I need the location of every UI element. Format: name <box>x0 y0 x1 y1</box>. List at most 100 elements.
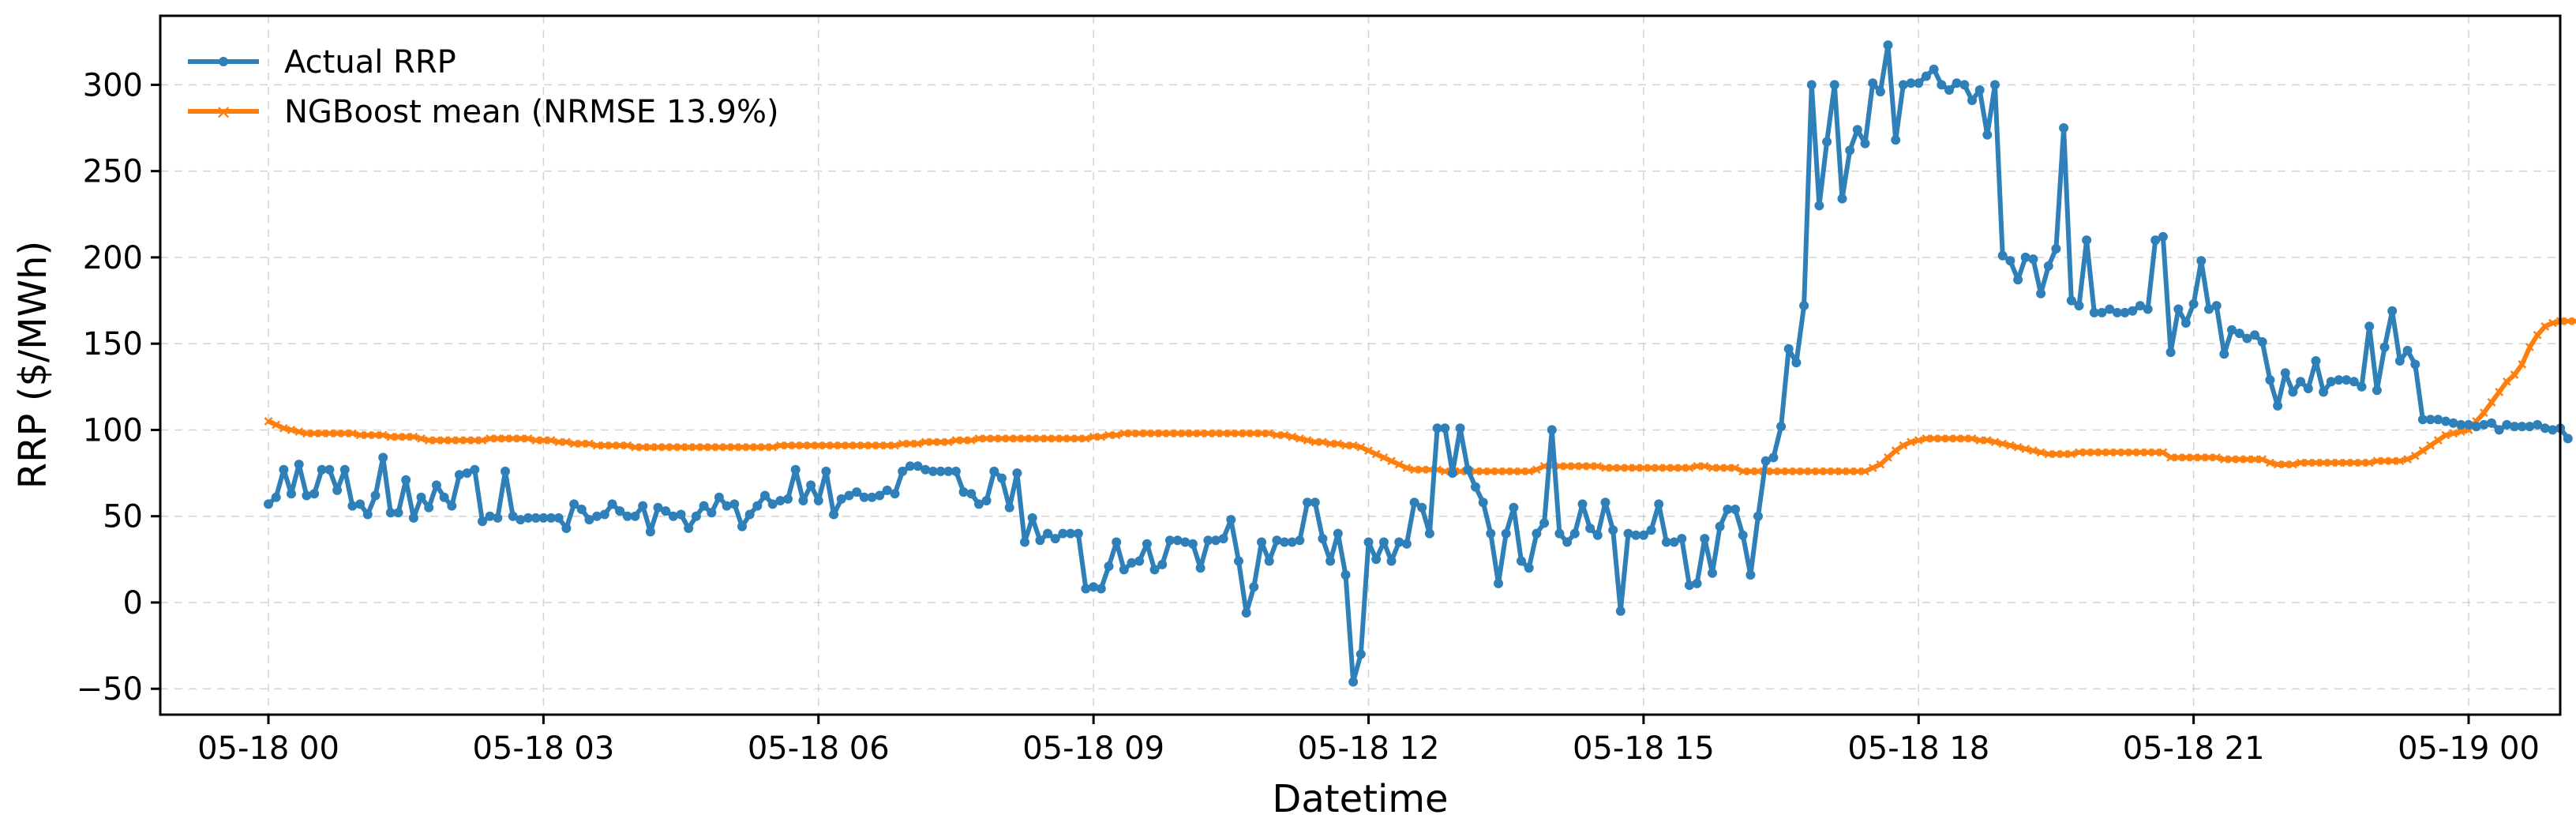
ngboost-mean-point <box>1043 434 1052 443</box>
actual-rrp-point <box>1959 80 1970 90</box>
ngboost-mean-point <box>2281 460 2290 469</box>
actual-rrp-point <box>2158 231 2168 242</box>
ngboost-mean-point <box>1333 439 1343 449</box>
actual-rrp-point <box>1318 534 1328 544</box>
actual-rrp-point <box>2089 307 2099 317</box>
ngboost-mean-point <box>2296 458 2305 467</box>
actual-rrp-point <box>2257 337 2267 347</box>
actual-rrp-point <box>1982 130 1993 140</box>
ngboost-mean-point <box>829 441 838 450</box>
ngboost-mean-point <box>2495 387 2504 396</box>
ngboost-mean-point <box>1494 467 1503 476</box>
ngboost-mean-point <box>1944 434 1954 443</box>
ngboost-mean-point <box>1562 461 1572 471</box>
actual-rrp-point <box>561 524 572 533</box>
ngboost-mean-point <box>562 437 571 447</box>
ngboost-mean-point <box>371 430 380 440</box>
actual-rrp-point <box>1325 556 1336 566</box>
y-tick-label: 0 <box>123 585 143 621</box>
actual-rrp-point <box>516 515 526 525</box>
ngboost-mean-point <box>1670 464 1678 472</box>
actual-rrp-series <box>264 40 2573 687</box>
ngboost-mean-point <box>272 420 281 430</box>
actual-rrp-point <box>1783 344 1794 354</box>
actual-rrp-point <box>378 452 388 463</box>
x-tick-label: 05-18 15 <box>1573 730 1715 767</box>
actual-rrp-point <box>867 492 877 502</box>
ngboost-mean-point <box>1134 429 1144 438</box>
ngboost-mean-point <box>2380 456 2389 466</box>
actual-rrp-point <box>1112 537 1122 547</box>
actual-rrp-point <box>2417 415 2428 425</box>
ngboost-mean-point <box>1440 467 1449 476</box>
ngboost-mean-point <box>2242 455 2252 464</box>
actual-rrp-point <box>592 511 602 521</box>
actual-rrp-point <box>2433 415 2443 425</box>
ngboost-mean-point <box>2533 330 2542 340</box>
actual-rrp-point <box>1066 528 1076 539</box>
ngboost-mean-point <box>760 442 770 452</box>
actual-rrp-point <box>2005 256 2015 266</box>
actual-rrp-point <box>1723 505 1733 514</box>
ngboost-mean-point <box>1310 437 1320 447</box>
actual-rrp-point <box>1532 528 1542 539</box>
actual-rrp-point <box>1944 85 1954 95</box>
actual-rrp-point <box>638 501 648 511</box>
actual-rrp-point <box>1004 502 1014 512</box>
actual-rrp-point <box>1455 423 1465 434</box>
actual-rrp-point <box>2165 347 2176 358</box>
actual-rrp-point <box>2097 307 2107 317</box>
actual-rrp-point <box>1478 497 1488 508</box>
ngboost-mean-point <box>1853 467 1862 476</box>
ngboost-mean-point <box>775 441 785 450</box>
actual-rrp-point <box>546 512 557 523</box>
ngboost-mean-point <box>1647 464 1655 472</box>
actual-rrp-point <box>1952 78 1962 88</box>
ngboost-mean-point <box>1570 461 1580 471</box>
actual-rrp-point <box>569 499 579 509</box>
actual-rrp-point <box>676 509 686 520</box>
actual-rrp-point <box>485 511 495 521</box>
ngboost-mean-point <box>432 436 441 445</box>
actual-rrp-point <box>1868 78 1878 88</box>
ngboost-mean-point <box>692 442 701 452</box>
actual-rrp-point <box>408 512 418 523</box>
ngboost-mean-point <box>1028 434 1037 443</box>
ngboost-mean-point <box>1585 461 1595 471</box>
ngboost-mean-point <box>2166 453 2175 462</box>
actual-rrp-point <box>630 511 640 521</box>
actual-rrp-point <box>1524 563 1534 573</box>
ngboost-mean-point <box>1555 461 1564 471</box>
actual-rrp-point <box>806 480 816 490</box>
actual-rrp-point <box>798 496 808 505</box>
ngboost-mean-point <box>2273 460 2282 469</box>
actual-rrp-point <box>905 461 915 471</box>
actual-rrp-point <box>462 468 472 479</box>
actual-rrp-point <box>2364 321 2375 332</box>
ngboost-mean-point <box>1593 461 1603 471</box>
actual-rrp-point <box>1501 528 1511 539</box>
actual-rrp-point <box>1760 456 1771 466</box>
ngboost-mean-point <box>1700 461 1709 471</box>
actual-rrp-point <box>1340 570 1351 580</box>
ngboost-mean-point <box>592 441 602 450</box>
ngboost-mean-point <box>951 436 961 445</box>
ngboost-mean-point <box>1502 467 1511 476</box>
actual-rrp-point <box>691 511 701 521</box>
ngboost-mean-point <box>440 436 448 445</box>
actual-rrp-point <box>989 466 999 476</box>
ngboost-mean-point <box>638 442 647 452</box>
ngboost-mean-point <box>1959 434 1969 443</box>
actual-rrp-point <box>2020 252 2030 262</box>
actual-rrp-point <box>2533 419 2543 430</box>
actual-rrp-point <box>859 492 869 502</box>
ngboost-mean-point <box>1730 464 1740 472</box>
actual-rrp-point <box>584 515 594 525</box>
ngboost-mean-point <box>822 441 831 450</box>
x-tick-label: 05-18 09 <box>1022 730 1164 767</box>
actual-rrp-point <box>2234 329 2244 339</box>
actual-rrp-point <box>1249 582 1259 592</box>
actual-rrp-point <box>1600 497 1610 508</box>
y-tick-label: 100 <box>83 412 143 449</box>
ngboost-mean-point <box>2403 455 2412 464</box>
